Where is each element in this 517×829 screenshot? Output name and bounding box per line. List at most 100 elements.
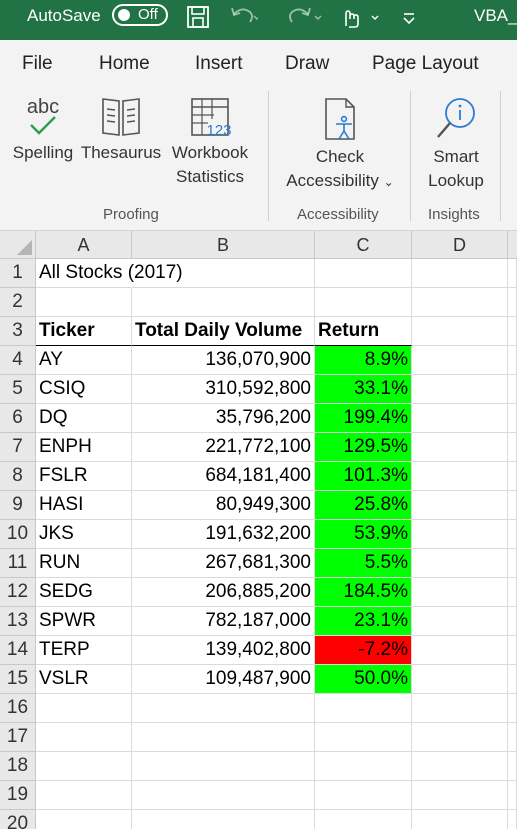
return-cell[interactable]: 50.0% bbox=[315, 665, 412, 694]
header-total-daily-volume[interactable]: Total Daily Volume bbox=[132, 317, 315, 346]
row-header[interactable]: 1 bbox=[0, 259, 36, 288]
ticker-cell[interactable]: HASI bbox=[36, 491, 132, 520]
tab-page-layout[interactable]: Page Layout bbox=[372, 53, 479, 74]
ticker-cell[interactable]: AY bbox=[36, 346, 132, 375]
cell[interactable] bbox=[508, 404, 517, 433]
ticker-cell[interactable]: SEDG bbox=[36, 578, 132, 607]
autosave-toggle[interactable]: Off bbox=[112, 4, 168, 26]
cell[interactable] bbox=[412, 346, 508, 375]
column-header-c[interactable]: C bbox=[315, 231, 412, 259]
volume-cell[interactable]: 191,632,200 bbox=[132, 520, 315, 549]
cell[interactable] bbox=[412, 259, 508, 288]
row-header[interactable]: 4 bbox=[0, 346, 36, 375]
cell[interactable] bbox=[132, 259, 315, 288]
return-cell[interactable]: 101.3% bbox=[315, 462, 412, 491]
row-header[interactable]: 6 bbox=[0, 404, 36, 433]
ticker-cell[interactable]: DQ bbox=[36, 404, 132, 433]
customize-toolbar-icon[interactable] bbox=[400, 4, 418, 30]
row-header[interactable]: 2 bbox=[0, 288, 36, 317]
cell[interactable] bbox=[315, 810, 412, 829]
row-header[interactable]: 19 bbox=[0, 781, 36, 810]
volume-cell[interactable]: 310,592,800 bbox=[132, 375, 315, 404]
check-accessibility-button[interactable]: Check Accessibility ⌄ bbox=[278, 95, 402, 194]
cell[interactable] bbox=[508, 636, 517, 665]
volume-cell[interactable]: 206,885,200 bbox=[132, 578, 315, 607]
cell[interactable] bbox=[508, 433, 517, 462]
row-header[interactable]: 5 bbox=[0, 375, 36, 404]
return-cell[interactable]: 23.1% bbox=[315, 607, 412, 636]
cell[interactable] bbox=[36, 781, 132, 810]
volume-cell[interactable]: 684,181,400 bbox=[132, 462, 315, 491]
cell[interactable] bbox=[412, 810, 508, 829]
cell[interactable] bbox=[508, 578, 517, 607]
column-header-b[interactable]: B bbox=[132, 231, 315, 259]
cell[interactable] bbox=[508, 607, 517, 636]
cell[interactable] bbox=[36, 810, 132, 829]
cell[interactable] bbox=[508, 694, 517, 723]
cell[interactable] bbox=[412, 752, 508, 781]
cell[interactable] bbox=[412, 491, 508, 520]
cell[interactable] bbox=[508, 781, 517, 810]
tab-draw[interactable]: Draw bbox=[285, 53, 330, 74]
cell[interactable] bbox=[412, 404, 508, 433]
cell[interactable] bbox=[412, 723, 508, 752]
cell[interactable] bbox=[412, 694, 508, 723]
cell[interactable] bbox=[508, 549, 517, 578]
cell[interactable] bbox=[412, 781, 508, 810]
touch-mode-icon[interactable] bbox=[338, 4, 382, 30]
cell[interactable] bbox=[315, 723, 412, 752]
cell[interactable] bbox=[508, 752, 517, 781]
cell[interactable] bbox=[132, 694, 315, 723]
return-cell[interactable]: -7.2% bbox=[315, 636, 412, 665]
cell[interactable] bbox=[508, 520, 517, 549]
cell[interactable] bbox=[315, 752, 412, 781]
cell[interactable] bbox=[412, 462, 508, 491]
cell[interactable] bbox=[315, 781, 412, 810]
cell[interactable] bbox=[132, 810, 315, 829]
cell[interactable] bbox=[36, 723, 132, 752]
return-cell[interactable]: 8.9% bbox=[315, 346, 412, 375]
return-cell[interactable]: 25.8% bbox=[315, 491, 412, 520]
cell[interactable] bbox=[508, 317, 517, 346]
cell[interactable] bbox=[412, 578, 508, 607]
cell[interactable] bbox=[36, 288, 132, 317]
cell[interactable] bbox=[412, 433, 508, 462]
row-header[interactable]: 11 bbox=[0, 549, 36, 578]
ticker-cell[interactable]: ENPH bbox=[36, 433, 132, 462]
volume-cell[interactable]: 35,796,200 bbox=[132, 404, 315, 433]
volume-cell[interactable]: 136,070,900 bbox=[132, 346, 315, 375]
cell[interactable] bbox=[315, 259, 412, 288]
workbook-statistics-button[interactable]: 123 Workbook Statistics bbox=[165, 93, 255, 189]
volume-cell[interactable]: 221,772,100 bbox=[132, 433, 315, 462]
cell[interactable] bbox=[412, 665, 508, 694]
ticker-cell[interactable]: JKS bbox=[36, 520, 132, 549]
cell[interactable] bbox=[508, 462, 517, 491]
cell[interactable] bbox=[508, 810, 517, 829]
ticker-cell[interactable]: CSIQ bbox=[36, 375, 132, 404]
row-header[interactable]: 13 bbox=[0, 607, 36, 636]
cell[interactable] bbox=[36, 694, 132, 723]
save-icon[interactable] bbox=[186, 4, 210, 30]
thesaurus-button[interactable]: Thesaurus bbox=[80, 93, 162, 165]
cell[interactable] bbox=[132, 723, 315, 752]
cell[interactable] bbox=[36, 752, 132, 781]
ticker-cell[interactable]: VSLR bbox=[36, 665, 132, 694]
tab-insert[interactable]: Insert bbox=[195, 53, 243, 74]
row-header[interactable]: 8 bbox=[0, 462, 36, 491]
row-header[interactable]: 9 bbox=[0, 491, 36, 520]
volume-cell[interactable]: 139,402,800 bbox=[132, 636, 315, 665]
cell[interactable] bbox=[508, 491, 517, 520]
cell[interactable] bbox=[412, 520, 508, 549]
row-header[interactable]: 16 bbox=[0, 694, 36, 723]
chevron-down-icon[interactable]: ⌄ bbox=[383, 175, 394, 189]
volume-cell[interactable]: 109,487,900 bbox=[132, 665, 315, 694]
smart-lookup-button[interactable]: Smart Lookup bbox=[416, 95, 496, 193]
cell[interactable] bbox=[508, 259, 517, 288]
row-header[interactable]: 10 bbox=[0, 520, 36, 549]
cell[interactable] bbox=[508, 665, 517, 694]
row-header[interactable]: 15 bbox=[0, 665, 36, 694]
cell[interactable] bbox=[132, 752, 315, 781]
cell[interactable] bbox=[412, 375, 508, 404]
return-cell[interactable]: 33.1% bbox=[315, 375, 412, 404]
return-cell[interactable]: 53.9% bbox=[315, 520, 412, 549]
